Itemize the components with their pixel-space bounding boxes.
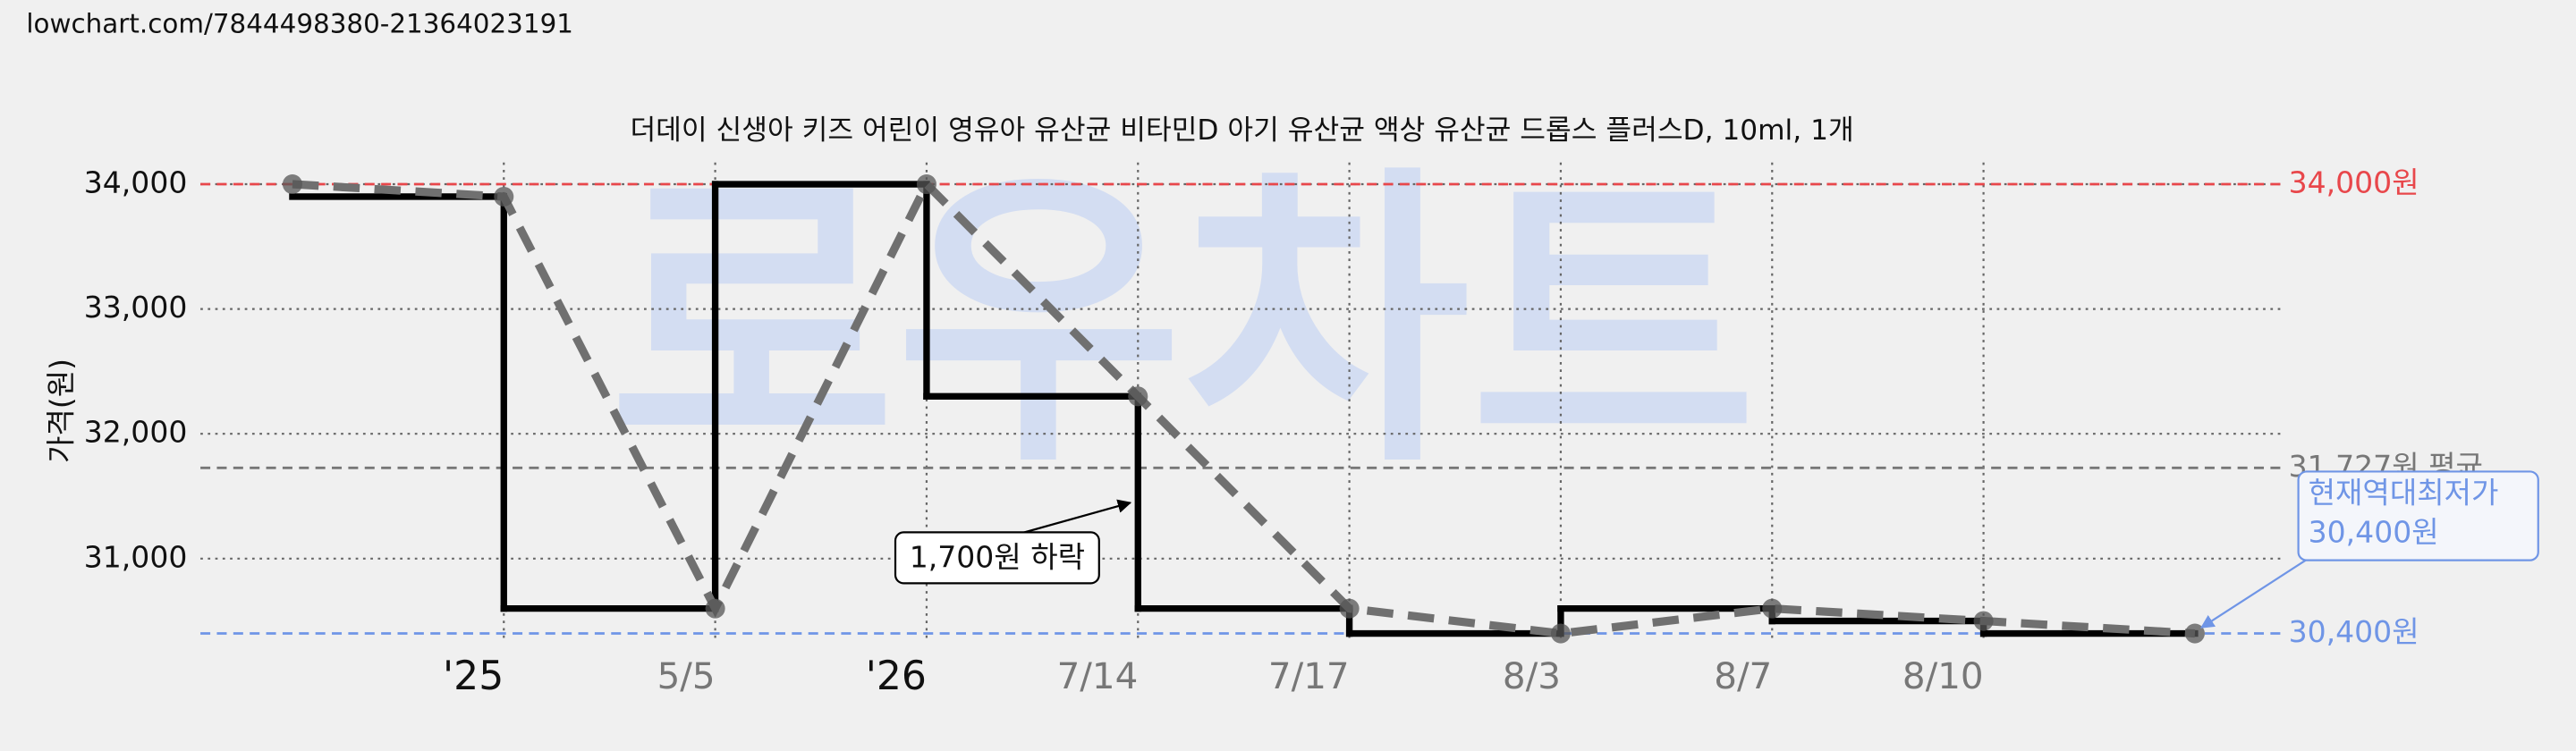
price-point [1128, 386, 1148, 407]
reference-label: 34,000원 [2289, 165, 2419, 200]
price-point [705, 598, 725, 619]
url: lowchart.com/7844498380-21364023191 [26, 8, 573, 38]
annotation-arrow [1018, 499, 1132, 536]
y-tick-label: 32,000 [84, 415, 188, 450]
annotation-text: 1,700원 하락 [910, 539, 1085, 574]
price-point [1550, 623, 1571, 644]
x-tick-label: 8/7 [1714, 654, 1772, 697]
x-tick-label: 7/14 [1057, 654, 1139, 697]
price-point [916, 174, 936, 195]
callout-box [2297, 470, 2539, 561]
annotation-box [894, 531, 1100, 585]
price-point [282, 174, 302, 195]
y-axis-label: 가격(원) [43, 359, 78, 463]
callout-text: 현재역대최저가 [2309, 476, 2499, 511]
y-tick-label: 33,000 [84, 290, 188, 325]
x-tick-label: '26 [866, 654, 927, 699]
chart-title: 더데이 신생아 키즈 어린이 영유아 유산균 비타민D 아기 유산균 액상 유산… [630, 114, 1853, 147]
callout-text: 30,400원 [2309, 515, 2439, 550]
x-tick-label: 7/17 [1268, 654, 1350, 697]
x-tick-label: 8/10 [1902, 654, 1984, 697]
watermark: 로우차트 [608, 141, 1757, 504]
price-point [1762, 598, 1783, 619]
reference-label: 30,400원 [2289, 614, 2419, 649]
x-tick-label: 8/3 [1503, 654, 1561, 697]
price-point [2184, 623, 2205, 644]
price-point [1973, 611, 1994, 631]
y-tick-label: 34,000 [84, 165, 188, 200]
price-point [494, 186, 514, 207]
price-point [1339, 598, 1360, 619]
price-line [292, 177, 2196, 638]
x-tick-label: 5/5 [657, 654, 716, 697]
x-tick-label: '25 [443, 654, 504, 699]
callout-arrow [2199, 557, 2309, 629]
y-tick-label: 31,000 [84, 539, 188, 574]
